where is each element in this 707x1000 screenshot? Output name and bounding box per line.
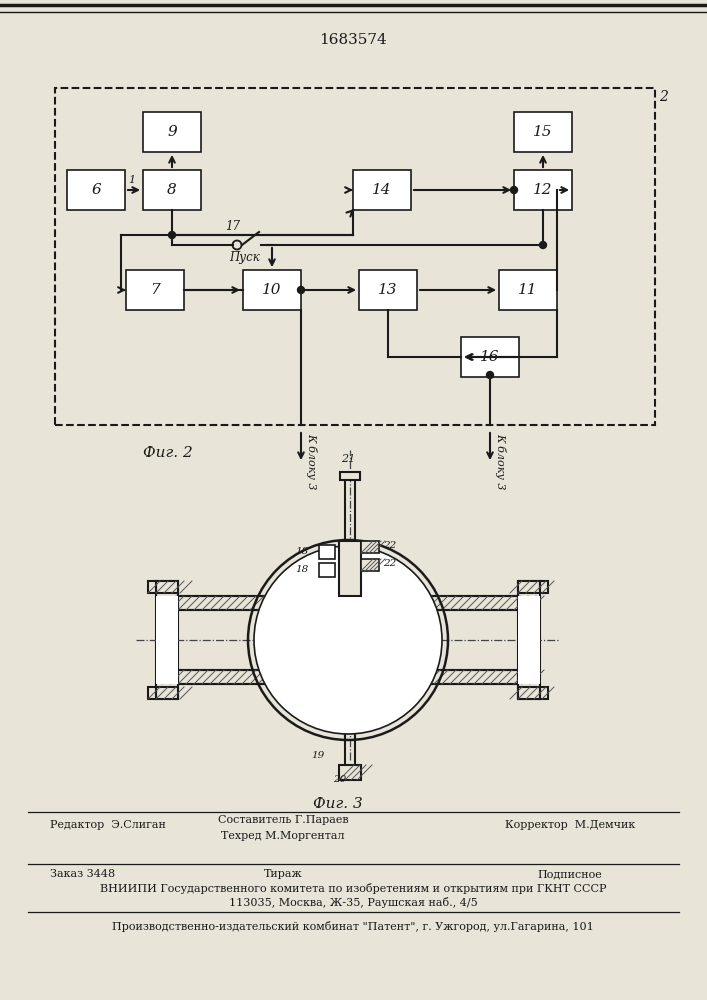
Text: 8: 8	[167, 183, 177, 197]
Text: 17: 17	[226, 220, 240, 233]
Bar	[499, 270, 557, 310]
Text: 14: 14	[373, 183, 392, 197]
Text: 15: 15	[533, 125, 553, 139]
Text: К блоку 3: К блоку 3	[495, 433, 506, 489]
Bar	[319, 563, 335, 577]
Text: Редактор  Э.Слиган: Редактор Э.Слиган	[50, 820, 166, 830]
Text: 11: 11	[518, 283, 538, 297]
Bar	[339, 765, 361, 780]
Bar	[518, 596, 540, 684]
Bar	[156, 581, 178, 593]
Bar	[514, 112, 572, 152]
Text: 113035, Москва, Ж-35, Раушская наб., 4/5: 113035, Москва, Ж-35, Раушская наб., 4/5	[228, 896, 477, 908]
Text: 18: 18	[296, 548, 309, 556]
Text: Подписное: Подписное	[537, 869, 602, 879]
Text: Фиг. 2: Фиг. 2	[143, 446, 193, 460]
Bar	[540, 687, 548, 699]
Text: 1: 1	[128, 175, 135, 185]
Ellipse shape	[254, 546, 442, 734]
Text: 22: 22	[383, 560, 396, 568]
Bar	[156, 687, 178, 699]
Text: Пуск: Пуск	[230, 251, 260, 264]
Bar	[243, 270, 301, 310]
Text: 2: 2	[659, 90, 668, 104]
Bar	[514, 170, 572, 210]
Text: 13: 13	[378, 283, 398, 297]
Bar	[178, 596, 518, 610]
Text: 20: 20	[334, 775, 346, 784]
Bar	[339, 541, 361, 596]
Bar	[353, 170, 411, 210]
Bar	[156, 581, 178, 699]
Circle shape	[168, 232, 175, 238]
Bar	[178, 670, 518, 684]
Text: Корректор  М.Демчик: Корректор М.Демчик	[505, 820, 635, 830]
Text: 19: 19	[312, 750, 325, 760]
Text: 22: 22	[383, 542, 396, 550]
Text: Заказ 3448: Заказ 3448	[50, 869, 115, 879]
Text: 16: 16	[480, 350, 500, 364]
Bar	[67, 170, 125, 210]
Bar	[518, 581, 540, 593]
Bar	[340, 472, 360, 480]
Text: Составитель Г.Параев: Составитель Г.Параев	[218, 815, 349, 825]
Circle shape	[539, 241, 547, 248]
Bar	[518, 581, 540, 699]
Text: 7: 7	[150, 283, 160, 297]
Circle shape	[298, 286, 305, 294]
Bar	[143, 170, 201, 210]
Text: Фиг. 3: Фиг. 3	[313, 797, 363, 811]
Bar	[156, 596, 178, 684]
Bar	[126, 270, 184, 310]
Text: Тираж: Тираж	[264, 869, 303, 879]
Text: ВНИИПИ Государственного комитета по изобретениям и открытиям при ГКНТ СССР: ВНИИПИ Государственного комитета по изоб…	[100, 882, 606, 894]
Bar	[148, 687, 156, 699]
Text: 21: 21	[341, 454, 355, 464]
Bar	[518, 687, 540, 699]
Bar	[361, 559, 379, 571]
Bar	[143, 112, 201, 152]
Text: Техред М.Моргентал: Техред М.Моргентал	[221, 831, 345, 841]
Bar	[359, 270, 417, 310]
Bar	[540, 581, 548, 593]
Bar	[361, 541, 379, 553]
Text: 10: 10	[262, 283, 282, 297]
Circle shape	[510, 186, 518, 194]
Text: 9: 9	[167, 125, 177, 139]
Bar	[148, 581, 156, 593]
Bar	[461, 337, 519, 377]
Text: 18: 18	[296, 566, 309, 574]
Bar	[319, 545, 335, 559]
Text: 1683574: 1683574	[319, 33, 387, 47]
Circle shape	[486, 371, 493, 378]
Bar	[55, 88, 655, 425]
Text: Производственно-издательский комбинат "Патент", г. Ужгород, ул.Гагарина, 101: Производственно-издательский комбинат "П…	[112, 922, 594, 932]
Text: 6: 6	[91, 183, 101, 197]
Text: К блоку 3: К блоку 3	[306, 433, 317, 489]
Text: 12: 12	[533, 183, 553, 197]
